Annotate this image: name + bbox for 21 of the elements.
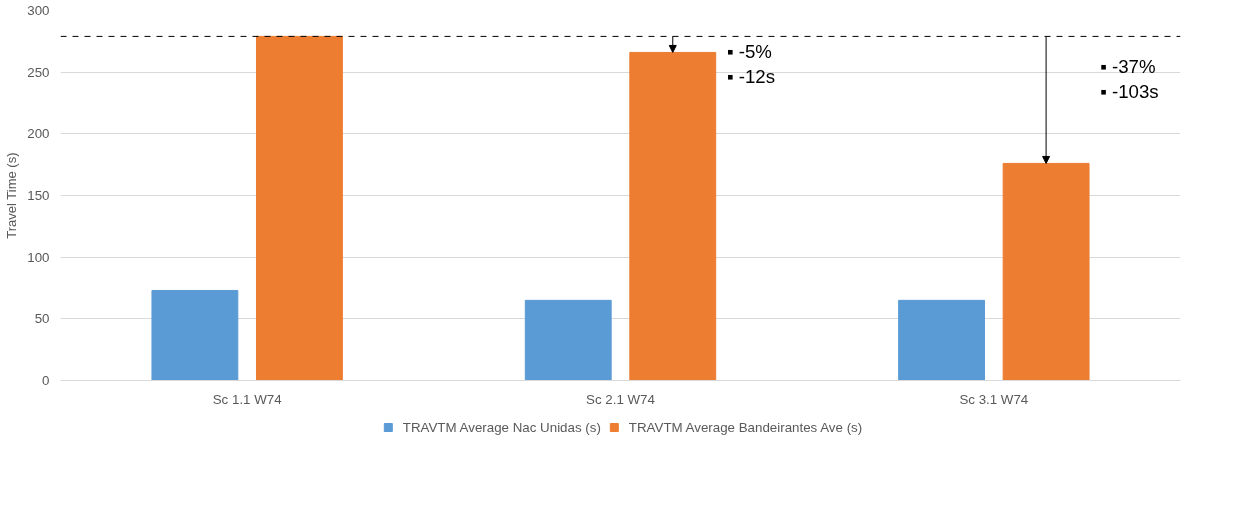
bar [898, 299, 985, 381]
y-tick-label: 150 [27, 188, 50, 203]
annotation: ▪ -37% ▪ -103s [1100, 56, 1159, 102]
legend-label: TRAVTM Average Bandeirantes Ave (s) [628, 419, 863, 435]
annotation: ▪ -5% ▪ -12s [726, 41, 775, 87]
y-tick-label: 50 [34, 311, 50, 327]
bar [524, 299, 612, 381]
x-tick-label: Sc 1.1 W74 [212, 391, 283, 407]
y-tick-label: 100 [27, 249, 50, 265]
x-tick-label: Sc 2.1 W74 [586, 391, 656, 407]
y-axis-title: Travel Time (s) [4, 152, 20, 239]
bar [629, 51, 717, 381]
x-tick-label: Sc 3.1 W74 [959, 391, 1029, 407]
bar [1002, 162, 1090, 381]
y-tick-label: 200 [27, 126, 50, 142]
y-tick-label: 0 [42, 373, 50, 388]
y-tick-label: 250 [27, 64, 50, 80]
legend-label: TRAVTM Average Nac Unidas (s) [402, 419, 601, 435]
bar [256, 35, 343, 381]
y-tick-label: 300 [27, 3, 50, 18]
bar [151, 289, 239, 381]
